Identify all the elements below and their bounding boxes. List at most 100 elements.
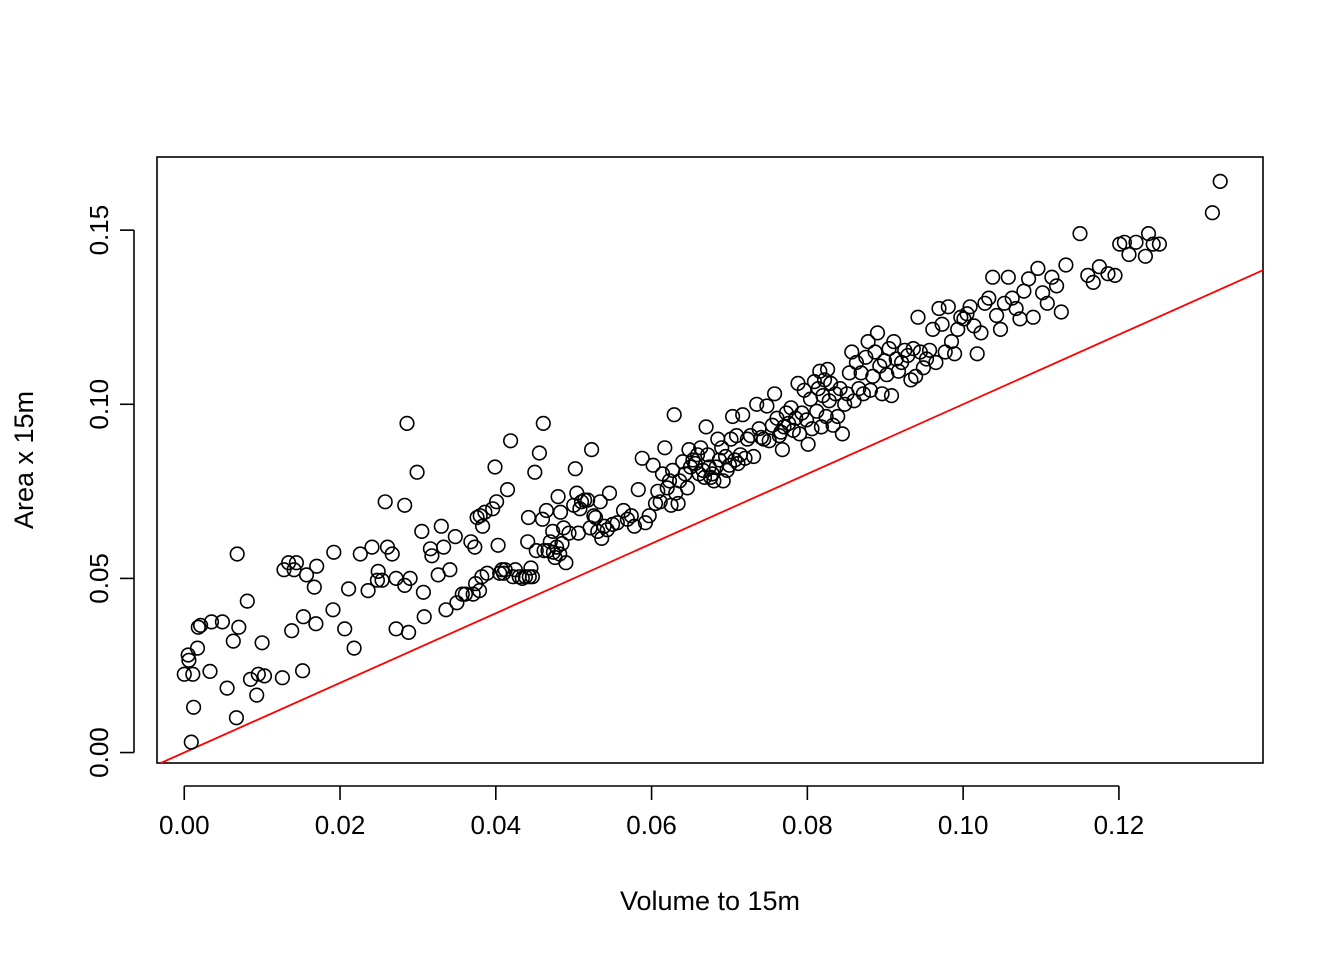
data-point xyxy=(384,546,400,562)
data-point xyxy=(239,593,255,609)
data-point xyxy=(601,485,618,501)
data-point xyxy=(1091,259,1107,275)
data-point xyxy=(657,440,673,456)
data-point xyxy=(326,544,342,560)
data-point xyxy=(962,299,978,315)
x-tick-label: 0.06 xyxy=(626,810,677,840)
data-point xyxy=(1151,236,1167,252)
data-point xyxy=(928,354,944,371)
y-tick-label: 0.10 xyxy=(84,379,114,430)
data-point xyxy=(679,480,696,496)
data-point xyxy=(409,464,425,480)
data-point xyxy=(813,419,830,435)
data-point xyxy=(214,614,230,630)
data-point xyxy=(176,666,192,682)
data-point xyxy=(479,565,495,581)
data-point xyxy=(535,415,551,432)
data-point xyxy=(804,421,820,437)
data-point xyxy=(745,448,762,465)
data-point xyxy=(309,558,325,574)
x-axis: 0.00 0.02 0.04 0.06 0.08 0.10 0.12 xyxy=(159,785,1144,840)
data-point xyxy=(809,403,825,419)
data-point xyxy=(1000,269,1016,285)
y-axis-label: Area x 15m xyxy=(9,391,39,529)
data-point xyxy=(890,363,907,379)
data-point xyxy=(886,334,902,350)
data-point xyxy=(766,386,783,402)
data-point xyxy=(851,381,867,397)
data-point xyxy=(1039,295,1055,311)
data-point xyxy=(524,569,541,585)
data-point xyxy=(724,408,741,425)
data-point xyxy=(623,508,639,524)
data-point xyxy=(630,482,646,498)
data-point xyxy=(715,473,731,489)
data-point xyxy=(561,525,577,541)
data-point xyxy=(950,321,966,338)
data-point xyxy=(487,459,503,475)
data-point xyxy=(759,398,775,414)
data-point xyxy=(977,295,993,311)
data-point xyxy=(531,445,548,461)
data-point xyxy=(737,450,753,466)
data-point xyxy=(401,624,417,641)
data-point xyxy=(250,666,266,682)
data-point xyxy=(514,570,530,587)
data-point xyxy=(567,461,583,477)
data-point xyxy=(520,509,537,526)
data-point xyxy=(907,368,924,385)
data-point xyxy=(791,426,808,442)
data-point xyxy=(538,502,555,519)
data-point xyxy=(183,734,199,750)
data-point xyxy=(749,396,765,412)
data-point xyxy=(360,582,376,599)
data-point xyxy=(615,502,632,519)
data-point xyxy=(634,450,650,466)
data-point xyxy=(489,494,505,510)
data-point xyxy=(256,668,273,684)
data-point xyxy=(1140,226,1157,242)
data-point xyxy=(981,290,997,306)
data-point xyxy=(254,635,270,651)
data-point xyxy=(534,511,551,527)
data-point xyxy=(1044,269,1060,285)
data-point xyxy=(992,321,1009,338)
data-point xyxy=(416,609,432,625)
data-point xyxy=(573,494,590,510)
data-point xyxy=(370,563,386,580)
data-point xyxy=(388,621,404,637)
data-point xyxy=(1072,226,1088,242)
data-point xyxy=(190,619,206,635)
data-point xyxy=(295,609,312,625)
x-tick-label: 0.04 xyxy=(471,810,522,840)
data-point xyxy=(286,562,302,578)
data-point xyxy=(825,417,841,433)
data-point xyxy=(675,454,691,470)
data-point xyxy=(681,442,697,458)
data-point xyxy=(969,346,985,362)
data-point xyxy=(903,372,919,388)
data-point xyxy=(666,407,682,423)
data-point xyxy=(229,546,245,562)
data-point xyxy=(774,442,791,458)
data-point xyxy=(193,617,209,634)
data-point xyxy=(931,300,947,317)
data-point xyxy=(721,457,738,473)
data-point xyxy=(449,595,465,611)
data-point xyxy=(219,680,235,696)
data-point xyxy=(1121,246,1137,263)
data-point xyxy=(527,464,543,480)
data-point xyxy=(1137,248,1153,264)
data-point xyxy=(594,530,610,547)
data-point xyxy=(727,452,743,468)
data-point xyxy=(841,365,858,381)
points-layer xyxy=(176,173,1228,750)
data-point xyxy=(306,579,322,595)
data-point xyxy=(735,407,751,423)
data-point xyxy=(834,426,851,442)
data-point xyxy=(696,469,713,486)
x-tick-label: 0.02 xyxy=(315,810,366,840)
data-point xyxy=(433,518,449,534)
data-point xyxy=(844,344,860,360)
